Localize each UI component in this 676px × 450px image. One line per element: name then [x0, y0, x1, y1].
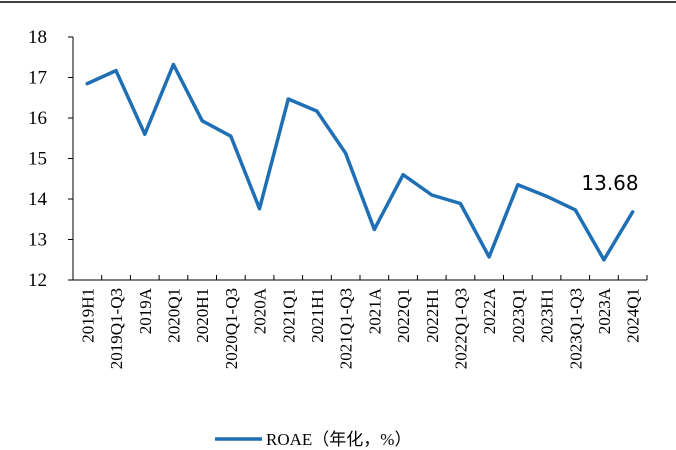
- x-tick-label: 2023A: [595, 287, 614, 334]
- x-tick-label: 2022A: [480, 287, 499, 334]
- x-tick-label: 2023Q1: [509, 288, 528, 343]
- x-tick-label: 2019H1: [78, 288, 97, 343]
- x-tick-label: 2022H1: [423, 288, 442, 343]
- x-tick-label: 2022Q1: [394, 288, 413, 343]
- data-point: [488, 255, 491, 258]
- data-point: [430, 193, 433, 196]
- y-axis: 12 13 14 15 16 17 18: [28, 27, 73, 291]
- legend: ROAE（年化，%）: [215, 430, 411, 449]
- x-tick-label: 2019A: [136, 287, 155, 334]
- data-point: [516, 183, 519, 186]
- data-point: [373, 228, 376, 231]
- y-tick-label: 14: [28, 189, 48, 210]
- data-point: [287, 97, 290, 100]
- x-tick-label: 2020A: [251, 287, 270, 334]
- x-tick-label: 2021Q1-Q3: [337, 288, 356, 369]
- x-tick-label: 2019Q1-Q3: [107, 288, 126, 369]
- x-tick-label: 2020Q1-Q3: [222, 288, 241, 369]
- data-point: [143, 133, 146, 136]
- data-point: [258, 207, 261, 210]
- x-tick-label: 2024Q1: [624, 288, 643, 343]
- data-point: [602, 258, 605, 261]
- data-point: [459, 202, 462, 205]
- annotation-layer: 13.68: [581, 171, 638, 195]
- data-point: [201, 119, 204, 122]
- x-tick-label: 2021H1: [308, 288, 327, 343]
- data-point: [114, 69, 117, 72]
- x-tick-label: 2022Q1-Q3: [451, 288, 470, 369]
- x-tick-label: 2023H1: [538, 288, 557, 343]
- y-tick-label: 13: [28, 230, 47, 251]
- y-tick-label: 17: [28, 68, 47, 89]
- y-tick-label: 16: [28, 108, 47, 129]
- data-point: [315, 110, 318, 113]
- y-tick-label: 12: [28, 270, 47, 291]
- legend-label: ROAE（年化，%）: [266, 430, 411, 449]
- x-axis: 2019H1 2019Q1-Q3 2019A 2020Q1 2020H1 2020Q1-Q…: [73, 275, 647, 369]
- data-label-last-value: 13.68: [581, 171, 638, 195]
- data-point: [86, 82, 89, 85]
- x-tick-label: 2021Q1: [279, 288, 298, 343]
- data-point: [344, 152, 347, 155]
- x-tick-label: 2021A: [365, 287, 384, 334]
- data-point: [574, 208, 577, 211]
- x-tick-label: 2020Q1: [164, 288, 183, 343]
- y-tick-label: 15: [28, 149, 47, 170]
- data-point: [631, 210, 634, 213]
- data-point: [229, 135, 232, 138]
- x-tick-label: 2023Q1-Q3: [566, 288, 585, 369]
- data-point: [402, 173, 405, 176]
- y-tick-label: 18: [28, 27, 47, 48]
- series-layer: [86, 63, 635, 262]
- series-line-roae: [87, 65, 632, 260]
- data-point: [545, 195, 548, 198]
- data-point: [172, 63, 175, 66]
- x-tick-label: 2020H1: [193, 288, 212, 343]
